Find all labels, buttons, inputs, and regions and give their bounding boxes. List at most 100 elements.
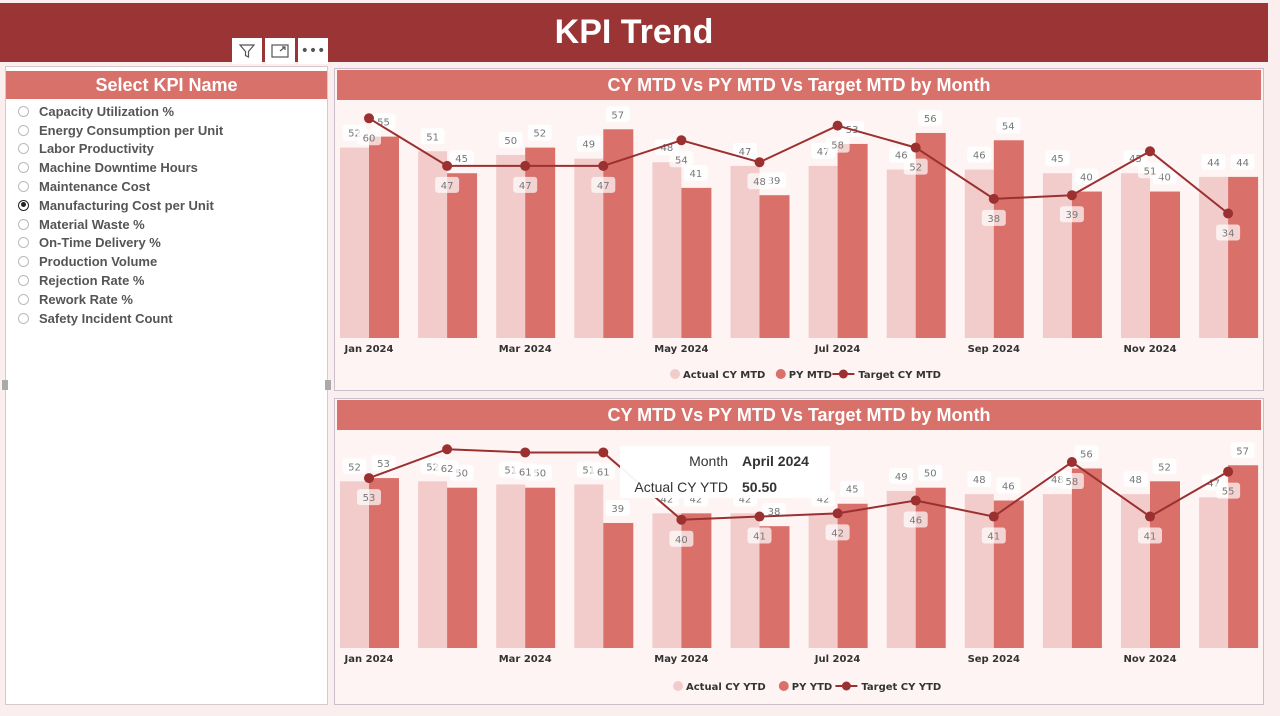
target-point[interactable] — [676, 514, 687, 525]
bar-py[interactable] — [603, 522, 634, 648]
slicer-item[interactable]: Labor Productivity — [18, 140, 327, 159]
bar-actual[interactable] — [1042, 173, 1072, 338]
resize-handle[interactable] — [2, 380, 8, 390]
bar-py[interactable] — [369, 136, 399, 338]
slicer-item[interactable]: Rework Rate % — [18, 290, 327, 309]
focus-mode-icon[interactable] — [265, 38, 295, 64]
bar-actual[interactable] — [652, 162, 682, 338]
target-point[interactable] — [754, 511, 765, 522]
target-point[interactable] — [520, 160, 531, 171]
legend-item[interactable]: Target CY YTD — [835, 681, 941, 694]
target-point[interactable] — [1223, 208, 1234, 219]
bar-py[interactable] — [447, 173, 478, 338]
target-point[interactable] — [598, 447, 609, 458]
bar-actual[interactable] — [1042, 494, 1072, 648]
target-point[interactable] — [832, 120, 843, 131]
visual-toolbar: ••• — [232, 38, 328, 64]
bar-py[interactable] — [525, 147, 556, 338]
radio-button[interactable] — [18, 275, 29, 287]
slicer-item[interactable]: Capacity Utilization % — [18, 102, 327, 121]
legend-item[interactable]: Target CY MTD — [832, 369, 941, 382]
radio-button[interactable] — [18, 162, 29, 174]
slicer-item[interactable]: On-Time Delivery % — [18, 234, 327, 253]
bar-py[interactable] — [759, 526, 790, 648]
bar-actual[interactable] — [496, 484, 526, 649]
target-point[interactable] — [676, 135, 687, 146]
slicer-item[interactable]: Energy Consumption per Unit — [18, 121, 327, 140]
target-point[interactable] — [910, 142, 921, 153]
target-point[interactable] — [754, 157, 765, 168]
slicer-item[interactable]: Material Waste % — [18, 215, 327, 234]
target-point[interactable] — [520, 447, 531, 458]
slicer-item[interactable]: Safety Incident Count — [18, 309, 327, 328]
bar-py[interactable] — [1150, 481, 1180, 648]
bar-py[interactable] — [837, 143, 868, 338]
target-point[interactable] — [364, 473, 374, 484]
target-point[interactable] — [1066, 457, 1077, 468]
legend-item[interactable]: PY YTD — [778, 681, 832, 693]
slicer-item[interactable]: Machine Downtime Hours — [18, 158, 327, 177]
bar-actual[interactable] — [1121, 494, 1150, 648]
radio-button[interactable] — [18, 105, 29, 117]
target-point[interactable] — [364, 113, 374, 124]
data-label: 46 — [967, 146, 992, 163]
bar-py[interactable] — [993, 500, 1024, 648]
bar-actual[interactable] — [418, 481, 448, 648]
x-tick-label: Jan 2024 — [344, 344, 394, 355]
mtd-chart: 52 55 Jan 2024 51 45 50 52 Mar 2024 49 57 48 41 May … — [340, 106, 1259, 382]
target-point[interactable] — [1145, 146, 1155, 157]
filter-icon[interactable] — [232, 38, 262, 64]
radio-button[interactable] — [18, 312, 29, 324]
legend-label: Target CY YTD — [861, 682, 941, 693]
target-point[interactable] — [988, 511, 999, 522]
bar-actual[interactable] — [1121, 173, 1150, 338]
bar-actual[interactable] — [808, 165, 838, 338]
bar-actual[interactable] — [730, 165, 760, 338]
bar-py[interactable] — [681, 187, 712, 338]
bar-py[interactable] — [1150, 191, 1180, 338]
more-options-icon[interactable]: ••• — [298, 38, 328, 64]
bar-py[interactable] — [447, 487, 478, 648]
bar-actual[interactable] — [1199, 497, 1229, 648]
legend-item[interactable]: Actual CY MTD — [670, 369, 765, 381]
data-label-text: 45 — [455, 154, 468, 165]
radio-button[interactable] — [18, 199, 29, 211]
bar-py[interactable] — [369, 478, 399, 648]
data-label: 41 — [747, 527, 772, 544]
resize-handle[interactable] — [325, 380, 331, 390]
target-point[interactable] — [442, 160, 453, 171]
bar-actual[interactable] — [886, 169, 916, 338]
bar-py[interactable] — [993, 140, 1024, 338]
bar-py[interactable] — [1228, 176, 1259, 338]
bar-actual[interactable] — [1199, 176, 1229, 338]
target-point[interactable] — [1145, 511, 1155, 522]
bar-actual[interactable] — [340, 481, 369, 648]
slicer-item[interactable]: Maintenance Cost — [18, 177, 327, 196]
radio-button[interactable] — [18, 237, 29, 249]
radio-button[interactable] — [18, 218, 29, 230]
target-point[interactable] — [910, 495, 921, 506]
legend-item[interactable]: PY MTD — [775, 369, 832, 381]
bar-actual[interactable] — [340, 147, 369, 338]
slicer-item[interactable]: Production Volume — [18, 252, 327, 271]
radio-button[interactable] — [18, 143, 29, 155]
target-point[interactable] — [1066, 190, 1077, 201]
target-point[interactable] — [832, 508, 843, 519]
data-label: 41 — [683, 164, 708, 181]
radio-button[interactable] — [18, 293, 29, 305]
slicer-item[interactable]: Rejection Rate % — [18, 271, 327, 290]
target-point[interactable] — [598, 160, 609, 171]
bar-py[interactable] — [759, 195, 790, 338]
radio-button[interactable] — [18, 181, 29, 193]
bar-py[interactable] — [1071, 468, 1102, 648]
bar-py[interactable] — [525, 487, 556, 648]
slicer-item[interactable]: Manufacturing Cost per Unit — [18, 196, 327, 215]
target-point[interactable] — [442, 444, 453, 455]
bar-actual[interactable] — [964, 494, 994, 648]
target-point[interactable] — [988, 193, 999, 204]
radio-button[interactable] — [18, 256, 29, 268]
target-point[interactable] — [1223, 466, 1234, 477]
radio-button[interactable] — [18, 124, 29, 136]
legend-item[interactable]: Actual CY YTD — [673, 681, 766, 693]
bar-actual[interactable] — [574, 484, 604, 649]
